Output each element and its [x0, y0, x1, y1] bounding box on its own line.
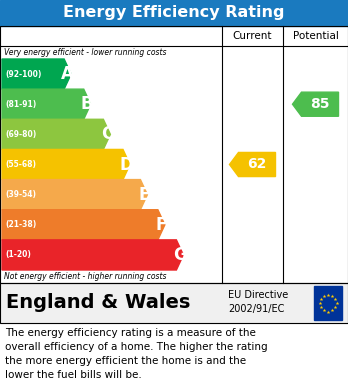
Text: (21-38): (21-38) — [5, 220, 36, 229]
Text: (69-80): (69-80) — [5, 130, 36, 139]
Text: (92-100): (92-100) — [5, 70, 41, 79]
Text: C: C — [101, 126, 113, 143]
Text: Potential: Potential — [293, 31, 339, 41]
Text: Very energy efficient - lower running costs: Very energy efficient - lower running co… — [4, 48, 166, 57]
Polygon shape — [229, 152, 276, 177]
Text: F: F — [156, 216, 167, 234]
Polygon shape — [2, 119, 110, 149]
Bar — [0, 283, 348, 323]
Polygon shape — [2, 240, 183, 270]
Text: Not energy efficient - higher running costs: Not energy efficient - higher running co… — [4, 272, 166, 281]
Text: D: D — [120, 156, 133, 174]
Text: (1-20): (1-20) — [5, 250, 31, 260]
Text: (55-68): (55-68) — [5, 160, 36, 169]
Polygon shape — [2, 179, 148, 210]
Polygon shape — [293, 92, 339, 116]
Bar — [0, 283, 348, 323]
Text: Energy Efficiency Rating: Energy Efficiency Rating — [63, 5, 285, 20]
Polygon shape — [2, 149, 130, 179]
Polygon shape — [2, 89, 91, 119]
Text: (39-54): (39-54) — [5, 190, 36, 199]
Text: England & Wales: England & Wales — [6, 294, 190, 312]
Text: E: E — [138, 186, 150, 204]
Bar — [314, 286, 342, 320]
Text: A: A — [61, 65, 74, 83]
Text: Current: Current — [233, 31, 272, 41]
Text: The energy efficiency rating is a measure of the
overall efficiency of a home. T: The energy efficiency rating is a measur… — [5, 328, 268, 380]
Text: G: G — [173, 246, 187, 264]
Text: (81-91): (81-91) — [5, 100, 36, 109]
Polygon shape — [2, 59, 71, 89]
Text: EU Directive
2002/91/EC: EU Directive 2002/91/EC — [228, 291, 288, 314]
Text: B: B — [81, 95, 94, 113]
Polygon shape — [2, 210, 165, 240]
Bar — [0, 26, 348, 283]
Text: 85: 85 — [310, 97, 330, 111]
Text: 62: 62 — [247, 158, 267, 172]
Bar — [0, 0, 348, 26]
